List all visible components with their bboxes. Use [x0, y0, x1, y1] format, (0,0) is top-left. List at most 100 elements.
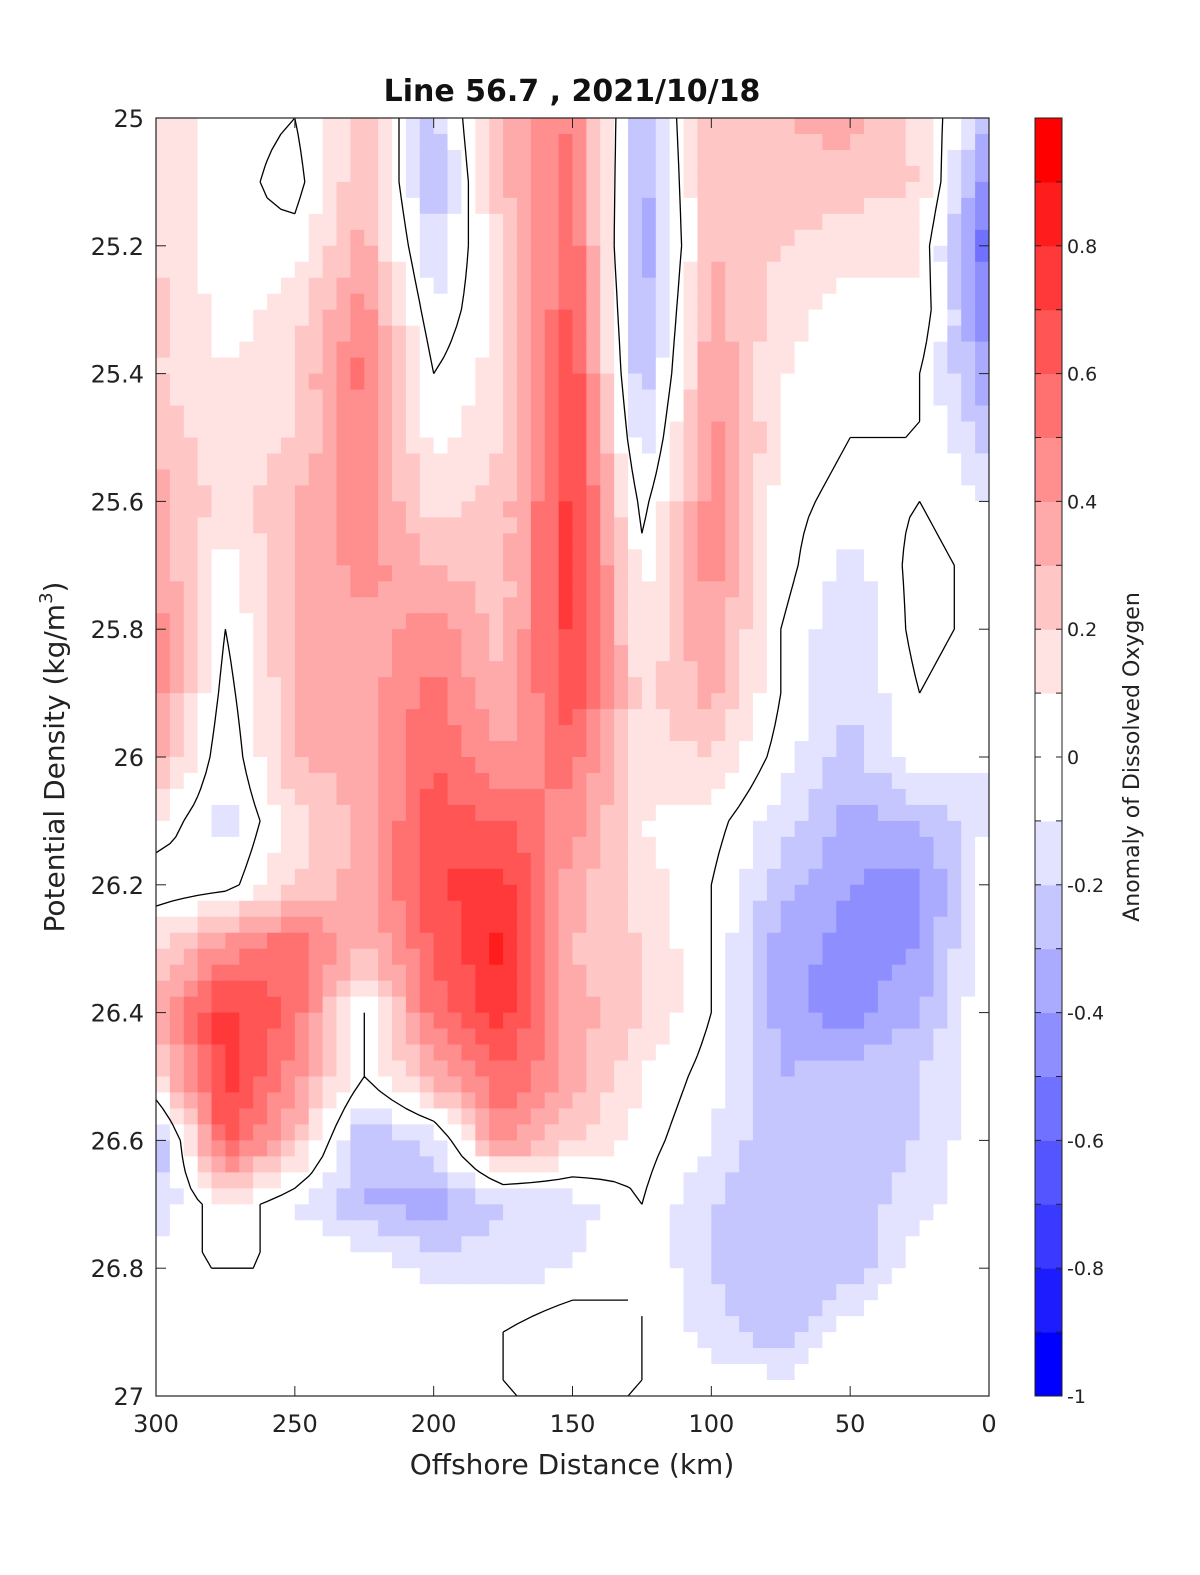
contour-cell: [197, 133, 213, 151]
contour-cell: [294, 645, 310, 662]
contour-cell: [669, 341, 685, 359]
contour-cell: [586, 645, 601, 662]
contour-cell: [725, 996, 740, 1014]
contour-cell: [752, 357, 768, 375]
contour-cell: [836, 948, 851, 966]
contour-cell: [489, 868, 504, 886]
contour-cell: [197, 1108, 213, 1126]
contour-cell: [808, 677, 823, 694]
contour-cell: [350, 533, 365, 550]
contour-cell: [711, 788, 726, 806]
contour-cell: [808, 1332, 823, 1349]
contour-cell: [280, 1060, 296, 1078]
contour-cell: [947, 964, 962, 982]
contour-cell: [641, 932, 657, 950]
contour-cell: [392, 213, 407, 231]
contour-cell: [961, 1028, 976, 1046]
contour-cell: [697, 389, 712, 407]
contour-cell: [308, 645, 324, 662]
contour-cell: [308, 788, 324, 806]
contour-cell: [975, 932, 989, 950]
contour-cell: [294, 277, 310, 295]
contour-cell: [836, 741, 851, 758]
contour-cell: [697, 661, 712, 678]
contour-cell: [947, 1332, 962, 1349]
contour-cell: [822, 884, 837, 902]
contour-cell: [683, 1092, 699, 1110]
contour-cell: [544, 118, 560, 135]
contour-cell: [586, 725, 601, 742]
contour-cell: [156, 405, 171, 423]
contour-cell: [392, 613, 407, 630]
x-tick-label: 250: [272, 1410, 318, 1438]
contour-cell: [766, 405, 782, 423]
contour-cell: [766, 453, 782, 471]
contour-cell: [405, 501, 421, 518]
contour-cell: [405, 1236, 421, 1253]
contour-cell: [392, 1300, 407, 1317]
contour-cell: [239, 1220, 254, 1237]
contour-cell: [572, 1380, 587, 1396]
contour-cell: [336, 1348, 351, 1365]
contour-cell: [239, 836, 254, 854]
contour-cell: [392, 389, 407, 407]
contour-cell: [766, 357, 782, 375]
contour-cell: [697, 741, 712, 758]
contour-cell: [947, 197, 962, 215]
contour-cell: [975, 964, 989, 982]
contour-cell: [239, 1044, 254, 1062]
contour-cell: [975, 1332, 989, 1349]
contour-cell: [544, 565, 560, 582]
contour-cell: [697, 437, 712, 455]
contour-cell: [405, 373, 421, 391]
contour-cell: [253, 469, 268, 487]
contour-cell: [405, 1012, 421, 1030]
contour-cell: [683, 1028, 699, 1046]
contour-cell: [447, 229, 463, 247]
contour-cell: [350, 373, 365, 391]
contour-cell: [614, 421, 629, 439]
contour-cell: [405, 677, 421, 694]
contour-cell: [822, 1316, 837, 1333]
contour-cell: [239, 772, 254, 790]
contour-cell: [419, 1124, 435, 1141]
contour-cell: [378, 485, 393, 502]
contour-cell: [697, 1236, 712, 1253]
contour-cell: [503, 1092, 518, 1110]
contour-cell: [905, 165, 921, 183]
contour-cell: [614, 165, 629, 183]
contour-cell: [641, 1076, 657, 1094]
contour-cell: [447, 868, 463, 886]
contour-cell: [725, 213, 740, 231]
contour-cell: [183, 309, 199, 327]
contour-cell: [850, 661, 865, 678]
contour-cell: [586, 421, 601, 439]
contour-cell: [877, 421, 893, 439]
contour-cell: [864, 1284, 879, 1301]
contour-cell: [280, 389, 296, 407]
contour-cell: [891, 485, 907, 502]
contour-cell: [544, 804, 560, 822]
contour-cell: [683, 1156, 699, 1173]
contour-cell: [405, 197, 421, 215]
contour-cell: [697, 229, 712, 247]
contour-cell: [836, 229, 851, 247]
contour-cell: [405, 772, 421, 790]
contour-cell: [392, 1204, 407, 1221]
contour-cell: [558, 421, 574, 439]
contour-cell: [503, 437, 518, 455]
contour-cell: [933, 277, 948, 295]
contour-cell: [877, 1012, 893, 1030]
contour-cell: [294, 165, 310, 183]
contour-cell: [711, 1364, 726, 1381]
contour-cell: [308, 964, 324, 982]
contour-cell: [239, 1156, 254, 1173]
contour-cell: [877, 165, 893, 183]
contour-cell: [405, 1044, 421, 1062]
contour-cell: [378, 1380, 393, 1396]
contour-cell: [558, 1236, 574, 1253]
contour-cell: [211, 1188, 227, 1205]
contour-cell: [933, 1300, 948, 1317]
contour-cell: [392, 533, 407, 550]
contour-cell: [308, 309, 324, 327]
